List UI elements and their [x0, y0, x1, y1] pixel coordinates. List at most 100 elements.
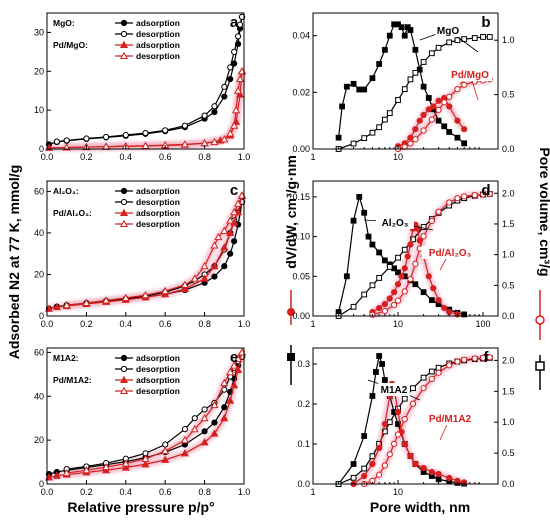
series-data-point [381, 462, 388, 469]
series-data-point [350, 474, 357, 481]
series-data-point [401, 32, 408, 39]
series-data-point [420, 224, 427, 230]
legend-entry: adsorption [136, 186, 180, 196]
series-line [48, 352, 243, 479]
x-tick-label: 10 [393, 152, 403, 162]
annotation-label: Al₂O₃ [382, 218, 409, 229]
y2-tick-label: 0.5 [502, 90, 515, 100]
series-data-point [395, 269, 401, 276]
x-tick-label: 1 [310, 487, 315, 497]
panel-letter: a [230, 14, 239, 31]
y-tick-label: 20 [34, 269, 44, 279]
series-data-point [420, 289, 427, 296]
annotation-bg [424, 412, 476, 425]
series-data-point [200, 274, 209, 282]
legend-entry: desorption [136, 197, 180, 207]
legend-data-point [120, 354, 128, 362]
x-tick-label: 10 [393, 319, 403, 329]
x-tick-label: 0.8 [198, 319, 211, 329]
series-data-point [394, 408, 402, 416]
right-xlabel: Pore width, nm [370, 499, 470, 515]
series-data-point [394, 297, 402, 304]
series-data-point [82, 298, 91, 306]
series-data-point [386, 295, 393, 302]
series-data-point [211, 108, 218, 116]
series-data-point [386, 419, 393, 426]
series-data-point [343, 273, 350, 280]
series-data-point [361, 135, 368, 142]
series-data-point [435, 117, 442, 124]
series-data-point [121, 459, 130, 467]
series-data-point [420, 374, 427, 381]
x-tick-label: 0.8 [198, 152, 211, 162]
series-data-point [394, 431, 402, 438]
y2-tick-label: 1.0 [502, 250, 515, 260]
legend-group-label: Pd/M1A2: [53, 375, 92, 385]
y-tick-label: 0.1 [297, 439, 310, 449]
legend-data-point [120, 365, 128, 373]
series-data-point [401, 395, 408, 402]
series-data-point [401, 265, 408, 272]
series-data-point [435, 470, 442, 478]
series-data-point [435, 106, 442, 113]
series-data-point [103, 133, 110, 141]
legend-entry: desorption [136, 386, 180, 396]
annotation-bg [421, 246, 479, 259]
series-data-point [141, 460, 150, 468]
y-tick-label: 0.3 [297, 359, 310, 369]
legend-entry: adsorption [136, 18, 180, 28]
series-data-point [200, 261, 209, 270]
series-data-point [398, 24, 405, 31]
series-data-point [381, 257, 388, 264]
series-data-point [234, 199, 243, 207]
series-data-point [454, 117, 461, 124]
legend-entry: desorption [136, 219, 180, 229]
x-tick-label: 0.6 [159, 487, 172, 497]
series-data-point [471, 35, 478, 41]
series-data-point [52, 471, 61, 479]
series-data-point [435, 369, 442, 376]
series-data-point [412, 126, 419, 133]
y2-tick-label: 0.0 [502, 311, 515, 321]
series-data-point [428, 116, 435, 123]
series-data-point [454, 37, 461, 44]
series-data-point [210, 261, 219, 270]
series-data-point [480, 34, 486, 40]
legend-group-label: Al₂O₃: [53, 186, 79, 196]
series-data-point [122, 131, 129, 139]
series-data-point [356, 193, 363, 200]
series-data-point [102, 296, 111, 304]
plot-frame [312, 347, 499, 485]
series-data-point [234, 86, 243, 94]
x-tick-label: 10 [393, 487, 403, 497]
series-data-point [381, 300, 388, 308]
series-data-point [350, 140, 357, 147]
x-tick-label: 0.2 [80, 319, 93, 329]
legend-data-point [119, 51, 129, 60]
series-data-point [407, 241, 414, 248]
red-open-circle-legend-symbol [535, 290, 545, 340]
y-tick-label: 0 [39, 479, 44, 489]
series-data-point [407, 27, 414, 33]
annotation-bg [447, 68, 493, 81]
panel-letter: f [484, 349, 490, 366]
x-tick-label: 0.2 [80, 152, 93, 162]
legend-data-point [119, 386, 129, 395]
x-tick-label: 0.2 [80, 487, 93, 497]
y-tick-label: 0.05 [292, 271, 310, 281]
series-data-point [227, 250, 234, 257]
series-data-point [420, 385, 427, 392]
legend-group-label: M1A2: [53, 353, 79, 363]
series-data-point [200, 413, 209, 422]
series-data-point [379, 361, 386, 367]
series-data-point [142, 129, 149, 137]
plot-frame [46, 12, 245, 150]
series-data-point [52, 302, 61, 311]
series-data-point [350, 303, 357, 310]
legend-entry: adsorption [136, 375, 180, 385]
series-data-point [381, 420, 388, 428]
series-data-point [420, 83, 427, 90]
series-data-point [395, 254, 401, 261]
series-data-point [386, 451, 393, 458]
